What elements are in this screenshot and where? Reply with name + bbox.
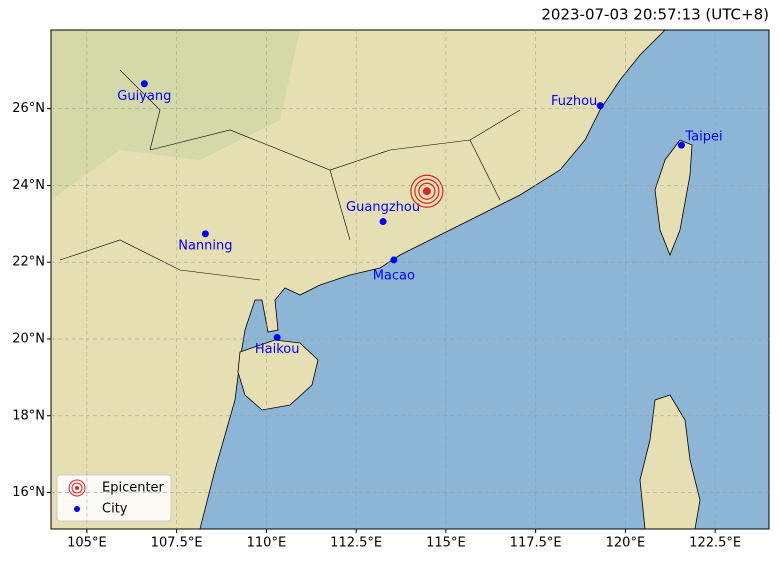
x-tick-label: 110°E [247, 536, 287, 551]
legend-epicenter-dot [75, 486, 79, 490]
legend-epicenter-ring [68, 479, 86, 497]
legend-label: Epicenter [102, 481, 165, 496]
y-tick-label: 16°N [12, 485, 45, 500]
land [51, 30, 701, 529]
city-marker [273, 333, 281, 341]
x-tick-label: 112.5°E [330, 536, 382, 551]
x-tick-label: 115°E [426, 536, 466, 551]
epicenter-marker [422, 187, 431, 196]
city-marker [379, 218, 387, 226]
city-label: Taipei [684, 130, 722, 145]
y-tick-label: 18°N [12, 408, 45, 423]
y-tick-label: 20°N [12, 331, 45, 346]
y-tick-label: 26°N [12, 101, 45, 116]
epicenter-ring [418, 182, 436, 200]
legend-epicenter-ring [71, 482, 83, 494]
epicenter-ring [414, 178, 440, 204]
legend-city-dot [74, 506, 80, 512]
axes-frame [50, 29, 770, 530]
y-tick-label: 24°N [12, 178, 45, 193]
city-marker [596, 102, 604, 110]
legend [56, 474, 172, 522]
city-label: Guiyang [117, 89, 171, 104]
city-label: Nanning [178, 238, 232, 253]
x-tick-label: 122.5°E [689, 536, 741, 551]
city-marker [201, 230, 209, 238]
x-tick-label: 120°E [606, 536, 646, 551]
y-tick-label: 22°N [12, 255, 45, 270]
city-label: Guangzhou [346, 200, 420, 215]
legend-label: City [102, 502, 128, 517]
x-tick-label: 105°E [67, 536, 107, 551]
epicenter-ring [410, 174, 444, 208]
city-marker [390, 256, 398, 264]
city-marker [140, 80, 148, 88]
city-label: Macao [373, 268, 415, 283]
city-marker [677, 141, 685, 149]
map-title: 2023-07-03 20:57:13 (UTC+8) [541, 6, 769, 24]
city-label: Haikou [255, 342, 300, 357]
x-tick-label: 107.5°E [151, 536, 203, 551]
legend-box [56, 474, 172, 522]
city-label: Fuzhou [551, 94, 597, 109]
x-tick-label: 117.5°E [510, 536, 562, 551]
